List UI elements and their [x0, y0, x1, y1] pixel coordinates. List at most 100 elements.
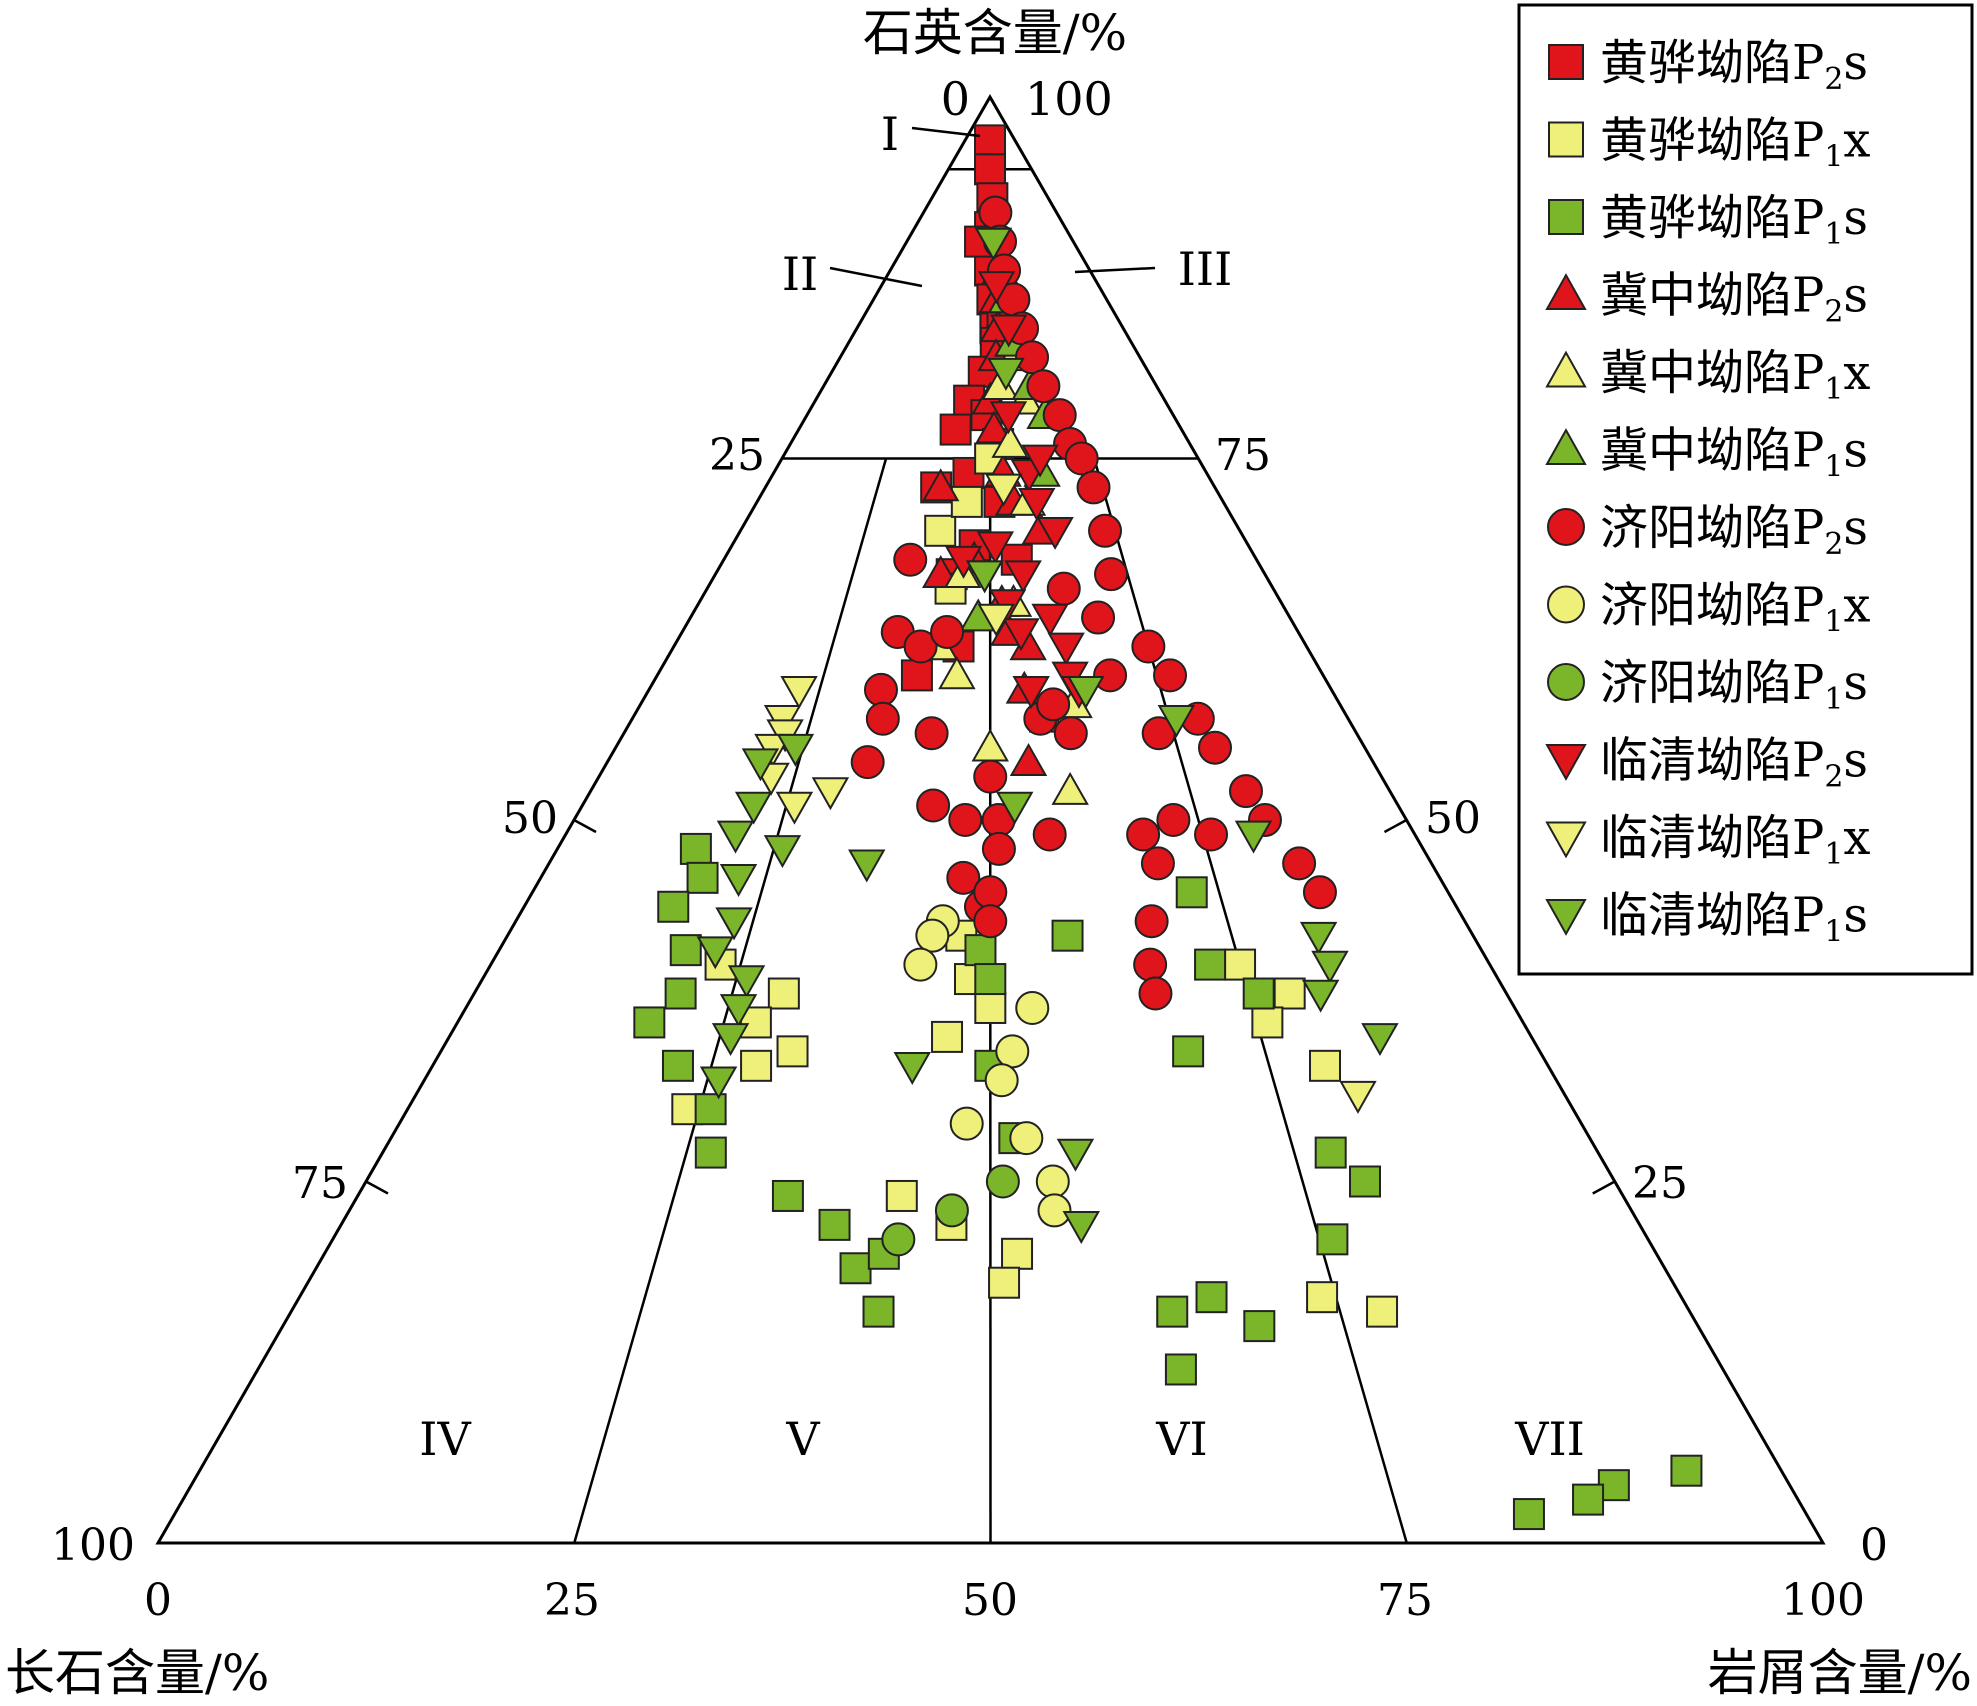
point-9-17: [1018, 488, 1056, 522]
point-10-5: [775, 791, 814, 825]
point-11-2: [716, 820, 755, 854]
point-9-3: [989, 401, 1028, 435]
point-7-5: [984, 1063, 1019, 1098]
point-3-14: [921, 468, 960, 502]
point-7-6: [949, 1106, 984, 1141]
point-9-10: [1031, 603, 1069, 637]
point-11-16: [1299, 921, 1338, 955]
point-6-9: [1064, 441, 1099, 476]
point-6-38: [973, 759, 1008, 794]
legend-entry-8: 济阳坳陷P1s: [1547, 655, 1868, 717]
point-6-19: [1282, 846, 1317, 881]
point-9-18: [1021, 444, 1059, 478]
point-6-40: [981, 831, 1016, 866]
point-11-19: [1361, 1023, 1399, 1057]
legend-label-sub-6: P: [1792, 500, 1824, 556]
bottom-tick-50: 50: [962, 1575, 1018, 1626]
legend-label-suffix-7: x: [1843, 578, 1870, 634]
point-6-52: [1032, 817, 1067, 852]
point-2-4: [664, 977, 697, 1010]
legend: 黄骅坳陷P2s黄骅坳陷P1x黄骅坳陷P1s冀中坳陷P2s冀中坳陷P1x冀中坳陷P…: [1517, 3, 1974, 976]
legend-label-index-8: 1: [1824, 682, 1843, 717]
legend-label-suffix-0: s: [1843, 35, 1868, 91]
point-6-21: [1046, 571, 1081, 606]
point-6-49: [1138, 976, 1173, 1011]
point-8-1: [934, 1193, 969, 1228]
legend-marker-10: [1545, 821, 1587, 859]
left-edge-tick-1: [365, 1180, 389, 1195]
point-1-12: [1309, 1049, 1341, 1082]
point-6-6: [1026, 369, 1061, 404]
legend-marker-9: [1545, 743, 1587, 781]
legend-marker-1: [1548, 121, 1584, 158]
legend-label-index-11: 1: [1824, 915, 1843, 950]
point-6-45: [1126, 817, 1161, 852]
point-1-1: [767, 977, 800, 1010]
right-tick-25: 25: [1632, 1158, 1688, 1209]
point-10-9: [984, 473, 1023, 507]
point-4-6: [971, 728, 1009, 762]
left-tick-100: 100: [51, 1520, 135, 1571]
legend-label-sub-11: P: [1792, 888, 1824, 944]
legend-marker-8: [1547, 663, 1585, 701]
point-6-30: [865, 701, 900, 736]
point-2-31: [1512, 1498, 1545, 1531]
legend-label-suffix-3: s: [1843, 268, 1868, 324]
point-11-10: [699, 1066, 738, 1100]
point-2-19: [1316, 1223, 1349, 1256]
point-7-1: [915, 918, 950, 953]
point-2-12: [862, 1295, 895, 1328]
legend-label-suffix-10: x: [1843, 810, 1870, 866]
legend-entry-5: 冀中坳陷P1s: [1545, 423, 1868, 485]
point-11-18: [1301, 979, 1340, 1013]
bottom-tick-25: 25: [544, 1575, 600, 1626]
point-9-6: [976, 531, 1015, 565]
point-1-8: [931, 1020, 964, 1053]
point-2-5: [633, 1006, 666, 1039]
point-1-18: [924, 514, 957, 547]
point-6-10: [1076, 470, 1111, 505]
point-1-17: [1306, 1281, 1339, 1314]
point-2-33: [1051, 919, 1084, 952]
point-7-4: [995, 1034, 1030, 1069]
legend-label-sub-5: P: [1792, 423, 1824, 479]
legend-label-suffix-8: s: [1843, 655, 1868, 711]
point-11-7: [727, 965, 766, 999]
left-tick-75: 75: [292, 1158, 348, 1209]
legend-label-suffix-11: s: [1843, 888, 1868, 944]
legend-marker-4: [1545, 350, 1587, 388]
legend-entry-10: 临清坳陷P1x: [1545, 810, 1870, 872]
point-4-2: [991, 424, 1029, 458]
legend-label-4: 冀中坳陷P1x: [1600, 345, 1870, 407]
point-9-1: [977, 271, 1016, 305]
point-6-14: [1153, 658, 1188, 693]
point-9-15: [1002, 618, 1040, 652]
point-6-46: [1140, 846, 1175, 881]
legend-label-index-0: 2: [1824, 62, 1843, 97]
point-2-8: [694, 1136, 727, 1169]
legend-entry-3: 冀中坳陷P2s: [1545, 268, 1868, 330]
point-6-16: [1198, 730, 1232, 765]
legend-label-suffix-4: x: [1843, 345, 1870, 401]
region-label-4: IV: [419, 1412, 471, 1466]
bottom-tick-100: 100: [1781, 1575, 1865, 1626]
point-1-19: [950, 485, 983, 518]
point-6-13: [1131, 629, 1166, 664]
point-4-10: [1051, 771, 1089, 805]
left-tick-25: 25: [709, 430, 765, 481]
legend-label-3: 冀中坳陷P2s: [1600, 268, 1868, 330]
legend-label-main-11: 临清坳陷: [1600, 888, 1792, 944]
point-11-22: [1062, 1211, 1101, 1245]
point-7-9: [1037, 1193, 1072, 1228]
point-2-3: [669, 934, 702, 967]
legend-label-6: 济阳坳陷P2s: [1600, 500, 1868, 562]
legend-label-index-7: 1: [1824, 605, 1843, 640]
region-label-2: II: [782, 247, 818, 301]
point-6-42: [973, 904, 1008, 939]
point-2-10: [818, 1208, 851, 1241]
tick-marks: [365, 818, 1616, 1195]
point-1-9: [1224, 948, 1257, 981]
legend-marker-11: [1545, 898, 1587, 936]
point-2-21: [1156, 1295, 1189, 1328]
